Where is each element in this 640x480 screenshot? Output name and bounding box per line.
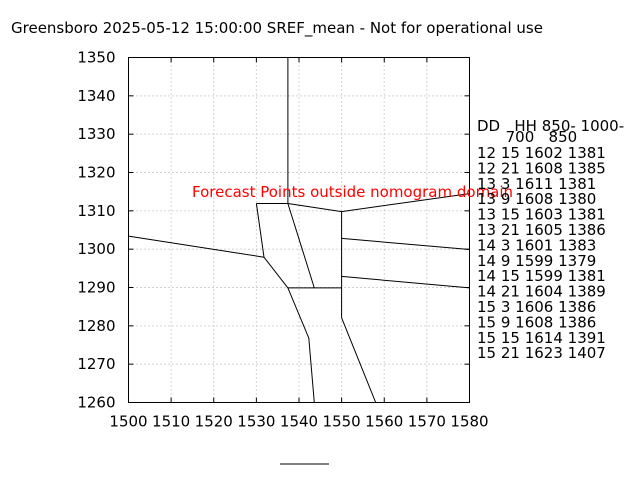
table-row: 13 15 1603 1381 [477, 206, 606, 224]
y-tick-label: 1320 [77, 164, 115, 182]
nomogram-line [287, 203, 315, 289]
y-tick-label: 1290 [77, 279, 115, 297]
x-tick-label: 1580 [450, 413, 488, 431]
y-tick-label: 1350 [77, 49, 115, 67]
table-header-line-2: 700 850 [477, 128, 577, 146]
x-tick-label: 1500 [109, 413, 147, 431]
table-row: 13 9 1608 1380 [477, 190, 596, 208]
y-tick-label: 1260 [77, 394, 115, 412]
x-tick-label: 1540 [280, 413, 318, 431]
nomogram-lines [128, 57, 470, 403]
nomogram-line [287, 287, 315, 403]
y-tick-label: 1270 [77, 355, 115, 373]
table-row: 12 15 1602 1381 [477, 144, 606, 162]
y-tick-label: 1340 [77, 87, 115, 105]
y-tick-label: 1330 [77, 125, 115, 143]
table-row: 14 3 1601 1383 [477, 236, 596, 254]
table-row: 15 21 1623 1407 [477, 344, 606, 362]
table-header-line-1: DD HH 850- 1000- [477, 117, 624, 135]
y-tick-label: 1300 [77, 240, 115, 258]
y-tick-label: 1280 [77, 317, 115, 335]
x-tick-label: 1520 [195, 413, 233, 431]
table-row: 13 3 1611 1381 [477, 175, 596, 193]
table-row: 12 21 1608 1385 [477, 159, 606, 177]
y-tick-label: 1310 [77, 202, 115, 220]
table-row: 15 3 1606 1386 [477, 298, 596, 316]
forecast-table: DD HH 850- 1000- 700 850 12 15 1602 1381… [477, 117, 624, 362]
nomogram-line [263, 256, 289, 289]
table-row: 14 21 1604 1389 [477, 283, 606, 301]
nomogram-line [341, 317, 377, 403]
x-tick-label: 1530 [237, 413, 275, 431]
table-row: 15 15 1614 1391 [477, 329, 606, 347]
nomogram-line [255, 203, 265, 258]
chart-title: Greensboro 2025-05-12 15:00:00 SREF_mean… [11, 19, 543, 38]
x-tick-label: 1570 [408, 413, 446, 431]
table-row: 13 21 1605 1386 [477, 221, 606, 239]
table-row: 14 15 1599 1381 [477, 267, 606, 285]
nomogram-line [341, 237, 470, 250]
y-axis-ticks: 1260 1270 1280 1290 1300 1310 1320 1330 1340 1350 [77, 49, 470, 412]
table-row: 15 9 1608 1386 [477, 313, 596, 331]
x-tick-label: 1510 [152, 413, 190, 431]
nomogram-line [341, 275, 470, 289]
x-axis-ticks: 1500 1510 1520 1530 1540 1550 1560 1570 1580 [109, 57, 489, 431]
x-tick-label: 1550 [323, 413, 361, 431]
x-tick-label: 1560 [365, 413, 403, 431]
grid [128, 57, 470, 403]
table-row: 14 9 1599 1379 [477, 252, 596, 270]
out-of-domain-warning: Forecast Points outside nomogram domain [192, 183, 513, 201]
nomogram-line [128, 235, 265, 258]
